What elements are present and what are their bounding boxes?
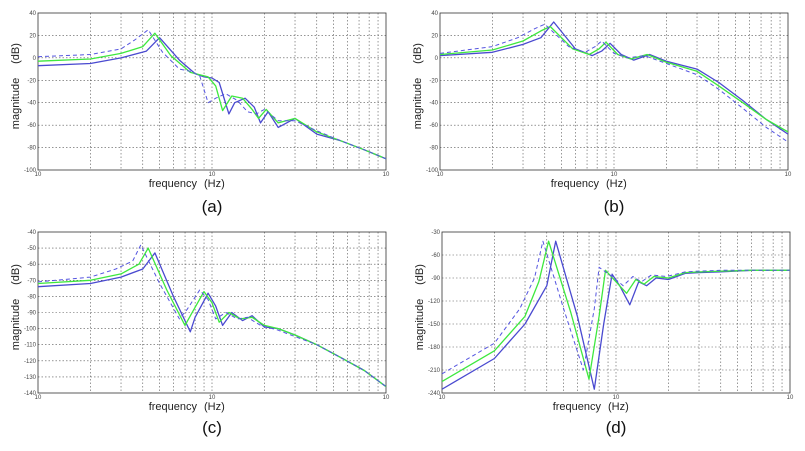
y-tick-label: -100 [426, 168, 439, 174]
x-tick-label: 10 [439, 395, 446, 401]
y-axis-label: magnitude [10, 78, 22, 129]
panel-caption: (b) [604, 197, 625, 216]
y-tick-label: -60 [27, 262, 36, 268]
series-line-1 [442, 240, 790, 390]
series-line-2 [442, 240, 790, 383]
y-tick-label: -80 [429, 146, 438, 152]
y-tick-label: -210 [428, 368, 441, 374]
y-axis-label: magnitude [10, 299, 22, 350]
y-tick-label: -130 [24, 375, 37, 381]
y-tick-label: -100 [24, 168, 37, 174]
y-tick-label: -140 [24, 391, 37, 397]
x-tick-label: 10 [437, 172, 444, 178]
y-tick-label: -50 [27, 246, 36, 252]
y-tick-label: -180 [428, 345, 441, 351]
x-tick-label: 10 [35, 172, 42, 178]
chart-panel-c: -40-50-60-70-80-90-100-110-120-130-14010… [10, 230, 390, 437]
x-tick-label: 10 [787, 395, 794, 401]
y-tick-label: -80 [27, 294, 36, 300]
y-tick-label: -120 [428, 299, 441, 305]
panel-caption: (d) [606, 418, 627, 437]
series-line-2 [440, 25, 788, 133]
y-axis-unit: (dB) [10, 43, 22, 64]
y-tick-label: -60 [27, 123, 36, 129]
plot-frame [37, 231, 387, 394]
plot-frame [37, 12, 387, 171]
y-tick-label: -60 [431, 253, 440, 259]
y-tick-label: -20 [27, 78, 36, 84]
series-line-3 [440, 23, 788, 143]
y-axis-unit: (dB) [412, 43, 424, 64]
x-axis-unit: (Hz) [608, 401, 629, 413]
x-tick-label: 10 [611, 172, 618, 178]
y-tick-label: -240 [428, 391, 441, 397]
series-line-3 [38, 244, 386, 388]
x-axis-label: frequency [553, 401, 602, 413]
x-tick-label: 10 [383, 395, 390, 401]
y-axis-label: magnitude [412, 78, 424, 129]
y-axis-unit: (dB) [10, 264, 22, 285]
y-tick-label: 40 [29, 11, 36, 17]
x-tick-label: 10 [209, 395, 216, 401]
y-tick-label: -120 [24, 359, 37, 365]
y-tick-label: -20 [429, 78, 438, 84]
y-axis-label: magnitude [414, 299, 426, 350]
x-axis-unit: (Hz) [204, 178, 225, 190]
x-tick-label: 10 [383, 172, 390, 178]
y-tick-label: -30 [431, 230, 440, 236]
y-tick-label: -70 [27, 278, 36, 284]
y-tick-label: 0 [435, 56, 439, 62]
y-tick-label: -100 [24, 327, 37, 333]
x-axis-label: frequency [149, 401, 198, 413]
series-line-2 [38, 32, 386, 160]
y-tick-label: -90 [27, 311, 36, 317]
x-tick-label: 10 [35, 395, 42, 401]
y-tick-label: 20 [431, 33, 438, 39]
series-line-2 [38, 247, 386, 388]
y-tick-label: -90 [431, 276, 440, 282]
y-tick-label: 0 [33, 56, 37, 62]
y-axis-unit: (dB) [414, 264, 426, 285]
plot-frame [441, 231, 791, 394]
x-tick-label: 10 [785, 172, 792, 178]
series-line-3 [442, 240, 790, 375]
panel-caption: (c) [202, 418, 222, 437]
x-tick-label: 10 [209, 172, 216, 178]
y-tick-label: -110 [24, 343, 36, 349]
series-line-1 [440, 21, 788, 135]
y-tick-label: -40 [429, 101, 438, 107]
panel-caption: (a) [202, 197, 223, 216]
x-axis-unit: (Hz) [204, 401, 225, 413]
plot-frame [439, 12, 789, 171]
x-tick-label: 10 [613, 395, 620, 401]
y-tick-label: -80 [27, 146, 36, 152]
series-line-3 [38, 29, 386, 160]
y-tick-label: -150 [428, 322, 441, 328]
y-tick-label: 20 [29, 33, 36, 39]
x-axis-unit: (Hz) [606, 178, 627, 190]
y-tick-label: -40 [27, 230, 36, 236]
x-axis-label: frequency [149, 178, 198, 190]
y-tick-label: -40 [27, 101, 36, 107]
x-axis-label: frequency [551, 178, 600, 190]
y-tick-label: 40 [431, 11, 438, 17]
y-tick-label: -60 [429, 123, 438, 129]
